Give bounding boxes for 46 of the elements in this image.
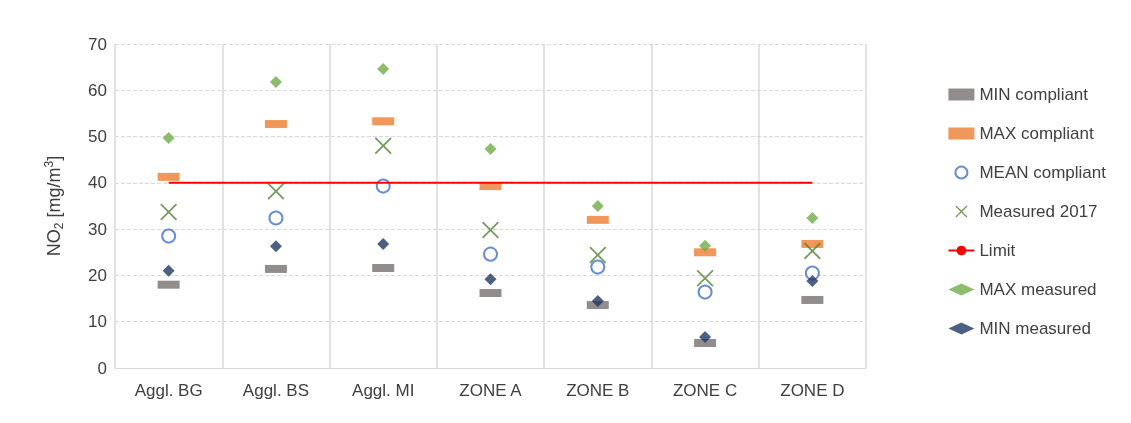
legend-label: Measured 2017 xyxy=(979,202,1098,221)
x-tick-label: Aggl. BG xyxy=(134,381,203,400)
y-tick-label: 70 xyxy=(88,34,107,54)
point xyxy=(591,294,604,307)
y-tick-label: 30 xyxy=(88,219,107,239)
point xyxy=(377,237,390,250)
point xyxy=(699,239,712,252)
point xyxy=(483,246,498,262)
point xyxy=(377,62,390,75)
point xyxy=(484,143,497,156)
point xyxy=(590,259,606,275)
x-tick-label: ZONE B xyxy=(566,381,630,400)
legend-label: MAX compliant xyxy=(979,124,1094,143)
legend-label: MIN compliant xyxy=(979,85,1089,104)
point xyxy=(591,200,604,212)
point xyxy=(162,131,175,144)
point xyxy=(484,273,497,286)
point xyxy=(806,212,819,225)
y-tick-label: 20 xyxy=(88,265,107,285)
y-tick-label: 10 xyxy=(88,312,107,332)
point xyxy=(806,274,819,287)
point xyxy=(269,240,282,253)
point xyxy=(267,182,285,200)
point xyxy=(269,75,282,88)
x-tick-label: Aggl. MI xyxy=(352,381,415,400)
y-tick-label: 50 xyxy=(88,127,107,147)
legend-label: MEAN compliant xyxy=(979,163,1107,182)
x-tick-label: ZONE A xyxy=(459,381,523,400)
legend-label: Limit xyxy=(979,241,1016,260)
point xyxy=(161,228,177,244)
x-tick-label: Aggl. BS xyxy=(242,381,310,400)
x-tick-label: ZONE C xyxy=(672,381,738,400)
point xyxy=(699,330,712,343)
point xyxy=(268,210,284,226)
point xyxy=(803,242,821,260)
legend-label: MAX measured xyxy=(979,280,1097,299)
legend-label: MIN measured xyxy=(979,319,1091,338)
y-tick-label: 0 xyxy=(97,358,107,378)
point xyxy=(697,284,713,300)
y-tick-label: 60 xyxy=(88,80,107,100)
point xyxy=(162,264,175,277)
y-tick-label: 40 xyxy=(88,173,107,193)
point xyxy=(589,246,607,264)
point xyxy=(696,269,714,287)
x-tick-label: ZONE D xyxy=(780,381,845,400)
point xyxy=(374,137,392,155)
